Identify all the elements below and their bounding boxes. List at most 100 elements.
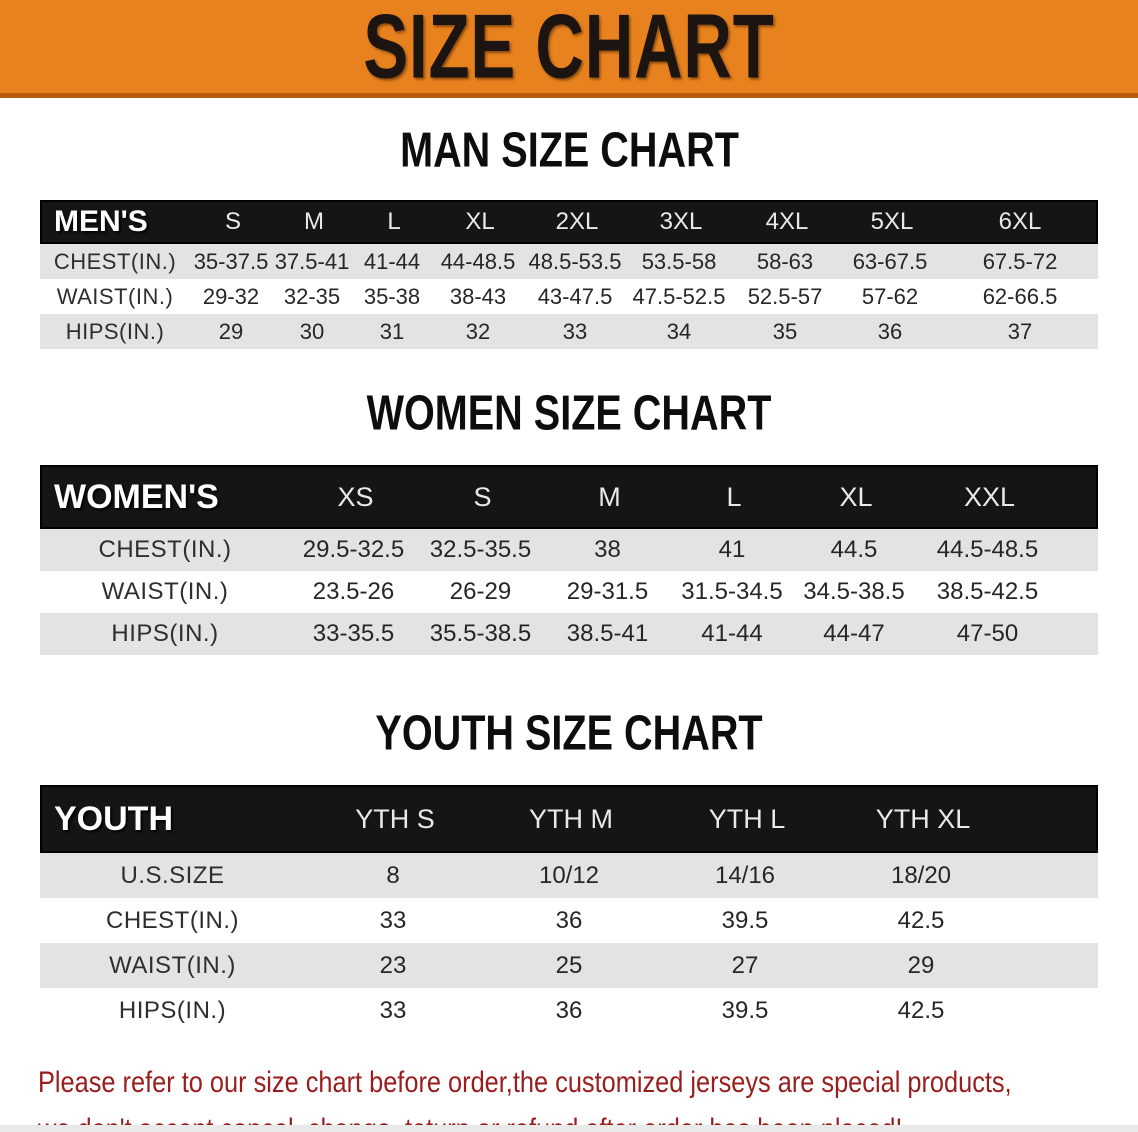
cell-value: 38-43 bbox=[449, 283, 507, 309]
cell-value: 57-62 bbox=[861, 283, 919, 309]
cell-value: 44-48.5 bbox=[440, 248, 516, 274]
youth-row-u-s-size: U.S.SIZE 8 10/12 14/16 18/20 bbox=[40, 853, 1098, 898]
women-size-table: WOMEN'S XS S M L XL XXL CHEST(IN.) 29.5-32.5 32.… bbox=[40, 465, 1098, 655]
row-label: WAIST(IN.) bbox=[101, 578, 229, 605]
cell-value: 29 bbox=[218, 318, 244, 344]
cell-value: 42.5 bbox=[897, 906, 945, 934]
cell-value: 34 bbox=[666, 318, 692, 344]
men-table-body: CHEST(IN.) 35-37.5 37.5-41 41-44 44-48.5 48.5… bbox=[40, 244, 1098, 349]
men-row-hips-in: HIPS(IN.) 29 30 31 32 33 34 35 36 37 bbox=[40, 314, 1098, 349]
men-size-column-5: 2XL bbox=[555, 208, 599, 235]
cell-value: 38.5-41 bbox=[566, 620, 649, 647]
women-row-hips-in: HIPS(IN.) 33-35.5 35.5-38.5 38.5-41 41-44 44-… bbox=[40, 613, 1098, 655]
cell-value: 33 bbox=[562, 318, 588, 344]
youth-row-waist-in: WAIST(IN.) 23 25 27 29 bbox=[40, 943, 1098, 988]
men-table-header: MEN'S S M L XL 2XL 3XL 4XL 5XL 6XL bbox=[40, 200, 1098, 244]
cell-value: 33 bbox=[379, 996, 407, 1024]
youth-table-body: U.S.SIZE 8 10/12 14/16 18/20 CHEST(IN.) 33 36 39… bbox=[40, 853, 1098, 1033]
cell-value: 52.5-57 bbox=[747, 283, 823, 309]
cell-value: 29.5-32.5 bbox=[302, 536, 405, 563]
women-table-body: CHEST(IN.) 29.5-32.5 32.5-35.5 38 41 44.5 44.5… bbox=[40, 529, 1098, 655]
cell-value: 39.5 bbox=[721, 906, 769, 934]
cell-value: 32-35 bbox=[283, 283, 341, 309]
cell-value: 44-47 bbox=[823, 620, 885, 647]
cell-value: 38.5-42.5 bbox=[936, 578, 1039, 605]
row-label: CHEST(IN.) bbox=[98, 536, 232, 563]
cell-value: 58-63 bbox=[756, 248, 814, 274]
youth-header-label: YOUTH bbox=[54, 799, 173, 838]
youth-size-column-3: YTH L bbox=[708, 803, 786, 834]
banner-title: SIZE CHART bbox=[363, 0, 775, 97]
cell-value: 33-35.5 bbox=[312, 620, 395, 647]
cell-value: 35.5-38.5 bbox=[429, 620, 532, 647]
cell-value: 23 bbox=[379, 951, 407, 979]
cell-value: 34.5-38.5 bbox=[803, 578, 905, 605]
cell-value: 62-66.5 bbox=[982, 283, 1058, 309]
cell-value: 63-67.5 bbox=[852, 248, 928, 274]
youth-size-column-1: YTH S bbox=[355, 803, 435, 834]
cell-value: 36 bbox=[555, 906, 583, 934]
women-size-column-1: XS bbox=[337, 481, 374, 512]
cell-value: 29-31.5 bbox=[566, 578, 649, 605]
women-size-chart-title: WOMEN SIZE CHART bbox=[366, 384, 772, 441]
cell-value: 53.5-58 bbox=[641, 248, 717, 274]
youth-size-chart-title: YOUTH SIZE CHART bbox=[375, 704, 763, 761]
youth-row-hips-in: HIPS(IN.) 33 36 39.5 42.5 bbox=[40, 988, 1098, 1033]
cell-value: 44.5 bbox=[830, 536, 878, 563]
cell-value: 35 bbox=[772, 318, 798, 344]
cell-value: 8 bbox=[386, 861, 400, 889]
youth-table-header: YOUTH YTH S YTH M YTH L YTH XL bbox=[40, 785, 1098, 853]
cell-value: 31 bbox=[379, 318, 405, 344]
man-size-chart-title: MAN SIZE CHART bbox=[399, 121, 739, 178]
men-size-column-1: S bbox=[224, 208, 241, 235]
men-size-column-9: 6XL bbox=[998, 208, 1042, 235]
women-size-column-4: L bbox=[726, 481, 742, 512]
row-label: U.S.SIZE bbox=[120, 861, 225, 889]
women-table-header: WOMEN'S XS S M L XL XXL bbox=[40, 465, 1098, 529]
women-size-column-2: S bbox=[473, 481, 492, 512]
men-size-column-2: M bbox=[304, 208, 324, 235]
row-label: CHEST(IN.) bbox=[106, 906, 239, 934]
cell-value: 43-47.5 bbox=[537, 283, 613, 309]
banner: SIZE CHART bbox=[0, 0, 1138, 98]
cell-value: 33 bbox=[379, 906, 407, 934]
cell-value: 67.5-72 bbox=[982, 248, 1058, 274]
cell-value: 31.5-34.5 bbox=[681, 578, 783, 605]
cell-value: 32 bbox=[465, 318, 491, 344]
cell-value: 48.5-53.5 bbox=[528, 248, 622, 274]
men-row-waist-in: WAIST(IN.) 29-32 32-35 35-38 38-43 43-47.5 47.… bbox=[40, 279, 1098, 314]
cell-value: 27 bbox=[731, 951, 759, 979]
cell-value: 38 bbox=[594, 536, 621, 563]
row-label: HIPS(IN.) bbox=[65, 318, 165, 344]
women-size-column-6: XXL bbox=[963, 481, 1016, 512]
cell-value: 42.5 bbox=[897, 996, 945, 1024]
cell-value: 41 bbox=[718, 536, 746, 563]
youth-size-column-4: YTH XL bbox=[875, 803, 971, 834]
row-label: HIPS(IN.) bbox=[118, 996, 227, 1024]
women-header-label: WOMEN'S bbox=[54, 477, 219, 516]
cell-value: 32.5-35.5 bbox=[429, 536, 532, 563]
cell-value: 37.5-41 bbox=[274, 248, 350, 274]
men-size-column-8: 5XL bbox=[870, 208, 914, 235]
row-label: WAIST(IN.) bbox=[56, 283, 174, 309]
disclaimer-line-1: Please refer to our size chart before or… bbox=[38, 1066, 1012, 1099]
disclaimer: Please refer to our size chart before or… bbox=[38, 1059, 1138, 1132]
men-size-column-4: XL bbox=[465, 208, 495, 235]
men-row-chest-in: CHEST(IN.) 35-37.5 37.5-41 41-44 44-48.5 48.5… bbox=[40, 244, 1098, 279]
cell-value: 14/16 bbox=[714, 861, 776, 889]
cell-value: 47.5-52.5 bbox=[632, 283, 726, 309]
cell-value: 30 bbox=[299, 318, 325, 344]
cell-value: 39.5 bbox=[721, 996, 769, 1024]
cell-value: 44.5-48.5 bbox=[936, 536, 1039, 563]
cell-value: 41-44 bbox=[363, 248, 421, 274]
men-size-table: MEN'S S M L XL 2XL 3XL 4XL 5XL 6XL CHEST(IN.) 35-3… bbox=[40, 200, 1098, 349]
bottom-edge-strip bbox=[0, 1125, 1138, 1132]
cell-value: 29 bbox=[907, 951, 935, 979]
cell-value: 18/20 bbox=[890, 861, 952, 889]
men-size-column-6: 3XL bbox=[659, 208, 703, 235]
row-label: WAIST(IN.) bbox=[109, 951, 236, 979]
cell-value: 23.5-26 bbox=[312, 578, 395, 605]
women-row-waist-in: WAIST(IN.) 23.5-26 26-29 29-31.5 31.5-34.5 34… bbox=[40, 571, 1098, 613]
cell-value: 36 bbox=[555, 996, 583, 1024]
